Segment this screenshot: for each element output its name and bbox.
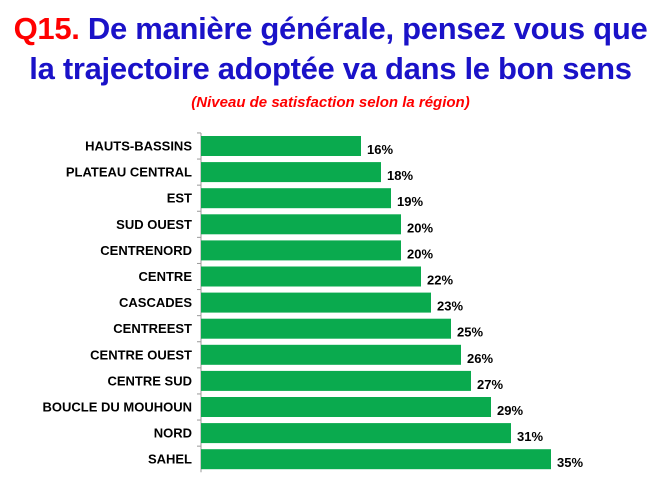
bar xyxy=(201,162,381,183)
value-label: 29% xyxy=(497,403,523,418)
value-label: 26% xyxy=(467,351,493,366)
category-label: NORD xyxy=(154,426,192,441)
bar xyxy=(201,240,401,261)
chart-title-line1: Q15. De manière générale, pensez vous qu… xyxy=(0,10,661,48)
bar xyxy=(201,344,461,365)
bar xyxy=(201,292,431,313)
category-label: SUD OUEST xyxy=(116,217,192,232)
value-label: 23% xyxy=(437,299,463,314)
category-label: CENTRE OUEST xyxy=(90,347,192,362)
value-label: 22% xyxy=(427,273,453,288)
category-label: CASCADES xyxy=(119,295,192,310)
bar xyxy=(201,318,451,339)
chart-title-line2: la trajectoire adoptée va dans le bon se… xyxy=(29,51,632,86)
bar xyxy=(201,370,471,391)
value-label: 25% xyxy=(457,325,483,340)
title-text-line1: De manière générale, pensez vous que xyxy=(87,11,648,46)
question-number: Q15. xyxy=(13,11,80,46)
bar xyxy=(201,136,361,156)
bar xyxy=(201,423,511,444)
bar xyxy=(201,449,551,470)
category-label: HAUTS-BASSINS xyxy=(85,139,192,154)
bar xyxy=(201,397,491,417)
category-label: PLATEAU CENTRAL xyxy=(66,165,192,180)
value-label: 31% xyxy=(517,429,543,444)
value-label: 16% xyxy=(367,142,393,157)
category-label: CENTRE xyxy=(139,269,193,284)
chart-subtitle: (Niveau de satisfaction selon la région) xyxy=(191,94,470,111)
value-label: 20% xyxy=(407,220,433,235)
category-label: CENTRE SUD xyxy=(107,373,192,388)
value-label: 18% xyxy=(387,168,413,183)
category-label: SAHEL xyxy=(148,452,192,467)
category-label: CENTREEST xyxy=(113,321,192,336)
bar xyxy=(201,188,391,209)
value-label: 27% xyxy=(477,377,503,392)
value-label: 20% xyxy=(407,246,433,261)
bar xyxy=(201,266,421,287)
value-label: 35% xyxy=(557,455,583,470)
category-label: BOUCLE DU MOUHOUN xyxy=(43,400,193,415)
plot-area: HAUTS-BASSINS 16% PLATEAU CENTRAL 18% EST 19%… xyxy=(43,132,583,473)
bar xyxy=(201,214,401,235)
value-label: 19% xyxy=(397,194,423,209)
category-label: CENTRENORD xyxy=(100,243,192,258)
category-label: EST xyxy=(167,191,192,206)
